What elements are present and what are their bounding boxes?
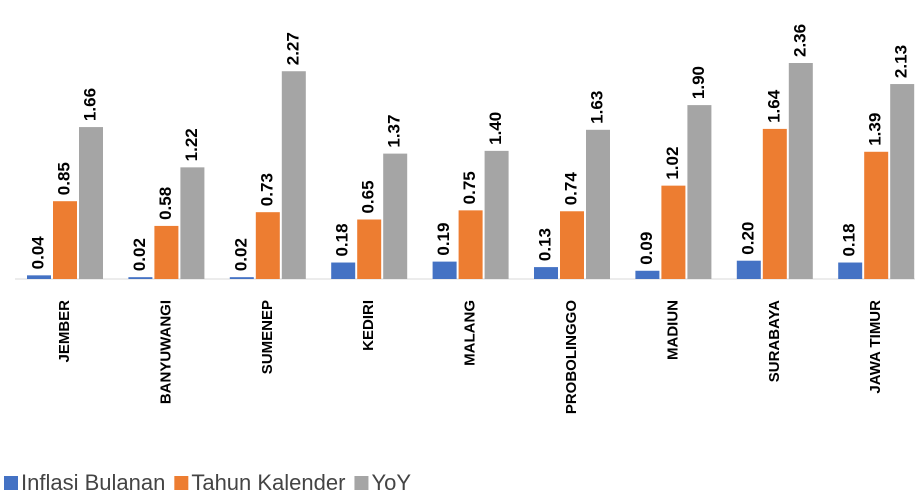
value-label: 0.20 xyxy=(738,222,757,255)
value-label: 1.02 xyxy=(663,147,682,180)
bar xyxy=(534,267,558,279)
value-label: 1.22 xyxy=(182,128,201,161)
value-label: 1.37 xyxy=(385,115,404,148)
bar xyxy=(788,63,813,279)
x-tick-label: PROBOLINGGO xyxy=(563,300,580,415)
bar xyxy=(838,262,863,279)
x-tick-label: MALANG xyxy=(462,300,479,366)
bar xyxy=(154,225,179,279)
value-label: 0.65 xyxy=(359,180,378,213)
x-tick-label: JEMBER xyxy=(56,300,73,363)
bar xyxy=(53,201,77,279)
value-label: 1.63 xyxy=(587,91,606,124)
bar xyxy=(383,153,408,279)
value-label: 0.02 xyxy=(231,238,250,271)
bar xyxy=(27,275,51,279)
value-label: 0.74 xyxy=(561,172,580,206)
bar xyxy=(635,270,660,279)
bar xyxy=(560,211,584,279)
value-label: 1.66 xyxy=(80,88,99,121)
value-label: 1.40 xyxy=(486,112,505,145)
value-label: 1.64 xyxy=(764,89,783,123)
bar xyxy=(736,260,761,279)
bar xyxy=(762,128,787,279)
legend-swatch xyxy=(4,476,18,490)
value-label: 2.36 xyxy=(790,24,809,57)
bar xyxy=(357,219,382,279)
bar xyxy=(229,277,254,279)
value-label: 0.13 xyxy=(535,228,554,261)
value-label: 1.90 xyxy=(689,66,708,99)
legend-swatch xyxy=(174,476,189,490)
value-label: 2.13 xyxy=(892,45,911,78)
value-label: 0.04 xyxy=(28,236,47,270)
x-tick-label: BANYUWANGI xyxy=(157,300,174,404)
value-label: 0.19 xyxy=(434,223,453,256)
value-label: 2.27 xyxy=(283,32,302,65)
bar xyxy=(128,277,153,279)
bar xyxy=(79,127,103,279)
value-label: 0.02 xyxy=(130,238,149,271)
value-label: 0.75 xyxy=(460,171,479,204)
bar xyxy=(281,71,306,279)
value-label: 0.18 xyxy=(840,223,859,256)
x-tick-label: SUMENEP xyxy=(259,300,276,374)
bar xyxy=(432,261,457,279)
bar xyxy=(890,84,915,280)
x-tick-label: JAWA TIMUR xyxy=(867,300,884,394)
value-label: 0.18 xyxy=(333,223,352,256)
bar xyxy=(687,105,712,280)
bar xyxy=(661,185,686,279)
x-tick-label: SURABAYA xyxy=(766,300,783,382)
legend-swatch xyxy=(354,476,369,490)
legend-label: Inflasi Bulanan xyxy=(21,470,165,494)
bar xyxy=(331,262,356,279)
legend-label: Tahun Kalender xyxy=(191,470,345,494)
value-label: 0.73 xyxy=(257,173,276,206)
value-label: 0.58 xyxy=(156,187,175,220)
legend-label: YoY xyxy=(371,470,411,494)
bar xyxy=(484,150,509,279)
value-label: 0.85 xyxy=(54,162,73,195)
x-tick-label: MADIUN xyxy=(664,300,681,360)
bar xyxy=(180,167,205,279)
bar xyxy=(586,129,610,279)
bar xyxy=(864,151,889,279)
bar xyxy=(458,210,483,279)
bar xyxy=(255,212,280,279)
x-tick-label: KEDIRI xyxy=(360,300,377,351)
value-label: 1.39 xyxy=(866,113,885,146)
value-label: 0.09 xyxy=(637,232,656,265)
